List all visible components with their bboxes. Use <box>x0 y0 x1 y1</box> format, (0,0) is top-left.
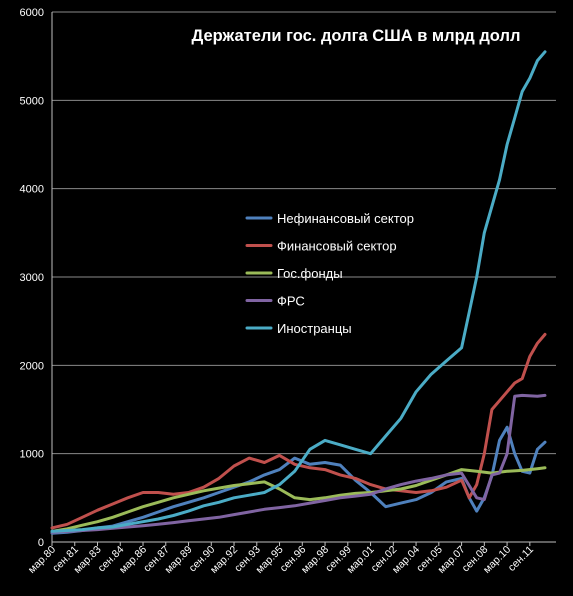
legend-label: Финансовый сектор <box>277 239 397 254</box>
y-tick-label: 3000 <box>20 272 44 284</box>
legend-label: Иностранцы <box>277 321 352 336</box>
y-tick-label: 2000 <box>20 360 44 372</box>
y-tick-label: 0 <box>38 537 44 549</box>
y-tick-label: 5000 <box>20 95 44 107</box>
series-line <box>50 393 547 534</box>
series-line <box>50 332 547 530</box>
axes: 0100020003000400050006000мар.80сен.81мар… <box>20 7 556 576</box>
series-line <box>50 425 547 535</box>
x-tick-label: сен.11 <box>506 544 536 574</box>
series-line <box>50 50 547 533</box>
series-line <box>50 466 547 533</box>
series-lines <box>50 50 547 535</box>
y-tick-label: 6000 <box>20 7 44 19</box>
legend-label: ФРС <box>277 294 305 309</box>
legend-label: Гос.фонды <box>277 266 343 281</box>
gridlines <box>52 11 556 455</box>
legend: Нефинансовый сектор Финансовый сектор Гос.… <box>245 211 414 336</box>
chart-title: Держатели гос. долга США в млрд долл <box>192 27 521 45</box>
legend-label: Нефинансовый сектор <box>277 211 414 226</box>
y-tick-label: 4000 <box>20 184 44 196</box>
y-tick-label: 1000 <box>20 449 44 461</box>
